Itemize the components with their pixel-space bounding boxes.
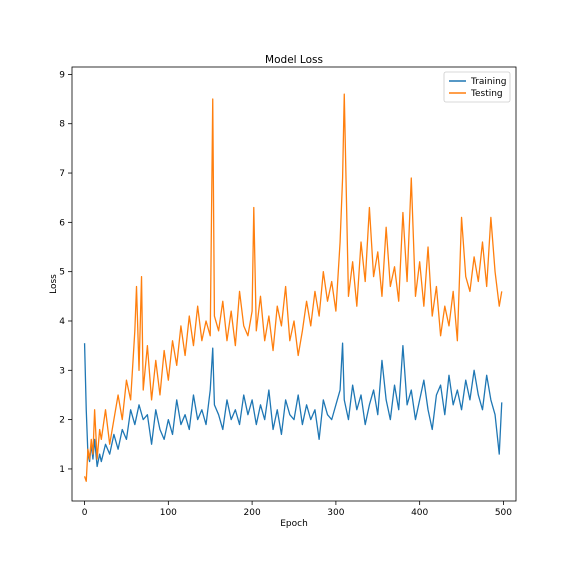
y-tick-label: 6 — [59, 218, 65, 228]
x-tick-label: 500 — [495, 508, 512, 518]
y-axis-ticks: 1 2 3 4 5 6 7 8 9 — [59, 70, 72, 475]
x-axis-title: Epoch — [280, 519, 308, 529]
y-tick-label: 4 — [59, 317, 65, 327]
y-tick-label: 8 — [59, 120, 65, 130]
plot-frame — [71, 66, 517, 502]
y-tick-label: 2 — [59, 416, 65, 426]
legend-label-training: Training — [470, 77, 507, 87]
chart-title: Model Loss — [265, 54, 323, 66]
x-tick-label: 300 — [327, 508, 344, 518]
y-tick-label: 9 — [59, 70, 65, 80]
series-layer — [83, 93, 503, 482]
series-line-testing — [83, 93, 503, 482]
x-tick-label: 400 — [411, 508, 428, 518]
legend-box — [443, 71, 511, 103]
x-tick-label: 100 — [160, 508, 177, 518]
x-axis-ticks: 0 100 200 300 400 500 — [82, 501, 512, 518]
x-tick-label: 0 — [82, 508, 88, 518]
plot-area — [72, 67, 516, 501]
y-tick-label: 3 — [59, 366, 65, 376]
y-axis-title: Loss — [49, 274, 59, 294]
legend: Training Testing — [443, 71, 511, 103]
y-tick-label: 1 — [59, 465, 65, 475]
y-tick-label: 5 — [59, 268, 65, 278]
x-tick-label: 200 — [244, 508, 261, 518]
y-tick-label: 7 — [59, 169, 65, 179]
series-line-training — [83, 342, 503, 468]
legend-label-testing: Testing — [470, 89, 503, 99]
